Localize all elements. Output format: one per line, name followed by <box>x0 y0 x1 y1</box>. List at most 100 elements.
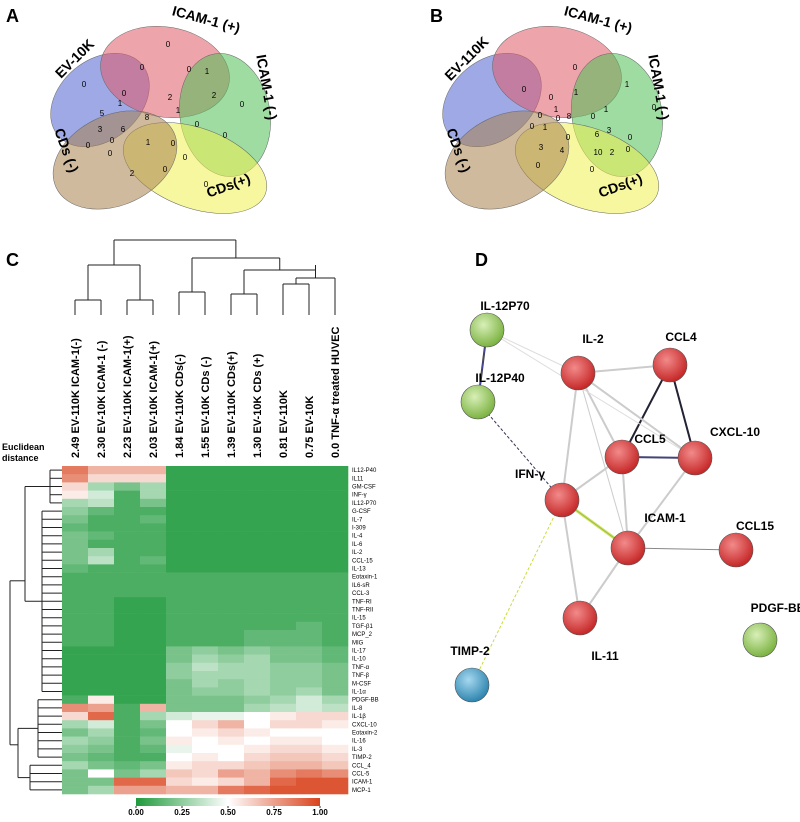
network-edge <box>477 401 563 501</box>
heatmap-cell <box>322 720 349 729</box>
heatmap-cell <box>166 548 193 557</box>
heatmap-cell <box>296 548 323 557</box>
row-label: IL-6 <box>352 542 363 548</box>
row-label: INF-γ <box>352 493 367 499</box>
heatmap-cell <box>244 736 271 746</box>
heatmap-cell <box>140 753 167 762</box>
heatmap-cell <box>296 646 323 655</box>
heatmap-cell <box>322 638 349 647</box>
heatmap-cell <box>88 630 115 639</box>
venn-count: 0 <box>82 80 87 89</box>
row-label: TNF-RI <box>352 599 372 605</box>
heatmap-cell <box>114 605 141 614</box>
network-edge <box>627 457 696 549</box>
network-node <box>560 355 596 391</box>
heatmap-cell <box>114 556 141 565</box>
heatmap-cell <box>296 654 323 664</box>
row-label: IL-7 <box>352 517 363 523</box>
venn-count: 0 <box>573 63 578 72</box>
heatmap-cell <box>218 548 245 557</box>
heatmap-cell <box>166 728 193 737</box>
heatmap-cell <box>270 720 297 729</box>
heatmap-cell <box>218 761 245 770</box>
heatmap-cell <box>218 482 245 491</box>
heatmap-cell <box>296 482 323 491</box>
node-label: IL-11 <box>591 649 619 663</box>
heatmap-cell <box>322 613 349 623</box>
heatmap-cell <box>62 679 89 688</box>
heatmap-cell <box>192 744 219 754</box>
row-label: TIMP-2 <box>352 755 372 761</box>
heatmap-cell <box>192 712 219 721</box>
heatmap-cell <box>192 785 219 795</box>
heatmap-cell <box>296 621 323 631</box>
heatmap-cell <box>140 777 167 787</box>
row-label: IL12-P40 <box>352 468 377 474</box>
column-label: 0.75 EV-10K <box>304 396 316 458</box>
heatmap-cell <box>244 613 271 623</box>
heatmap-cell <box>166 539 193 549</box>
heatmap-cell <box>322 662 349 672</box>
heatmap-cell <box>296 671 323 680</box>
heatmap-cell <box>218 564 245 573</box>
heatmap-cell <box>218 654 245 664</box>
heatmap-cell <box>192 753 219 762</box>
heatmap-cell <box>140 720 167 729</box>
heatmap-cell <box>62 785 89 795</box>
heatmap-cell <box>140 679 167 688</box>
heatmap-cell <box>244 490 271 500</box>
heatmap-cell <box>166 769 193 778</box>
heatmap-cell <box>244 466 271 475</box>
heatmap-cell <box>244 761 271 770</box>
heatmap-cell <box>322 630 349 639</box>
heatmap-cell <box>296 769 323 778</box>
heatmap-cell <box>322 515 349 524</box>
heatmap-cell <box>296 572 323 582</box>
panel-letter: B <box>430 6 443 26</box>
heatmap-cell <box>114 482 141 491</box>
heatmap-cell <box>244 556 271 565</box>
heatmap-cell <box>140 695 167 705</box>
heatmap-cell <box>218 777 245 787</box>
network-edge <box>627 547 737 551</box>
heatmap-cell <box>166 466 193 475</box>
venn-set <box>52 110 178 210</box>
heatmap-cell <box>192 539 219 549</box>
row-label: I-309 <box>352 526 366 532</box>
heatmap-cell <box>296 564 323 573</box>
heatmap-cell <box>192 482 219 491</box>
node-label: IL-2 <box>582 332 604 346</box>
heatmap-cell <box>296 490 323 500</box>
row-label: TGF-β1 <box>352 624 373 630</box>
heatmap-cell <box>62 728 89 737</box>
heatmap-cell <box>88 769 115 778</box>
heatmap-cell <box>166 703 193 713</box>
heatmap-cell <box>114 597 141 606</box>
venn-count: 1 <box>543 123 548 132</box>
heatmap-cell <box>62 556 89 565</box>
colorbar-tick-label: 1.00 <box>312 808 328 817</box>
venn-count: 0 <box>566 133 571 142</box>
heatmap-cell <box>140 466 167 475</box>
node-label: IL-12P70 <box>480 299 530 313</box>
heatmap-cell <box>322 687 349 696</box>
heatmap-cell <box>296 605 323 614</box>
heatmap-cell <box>218 613 245 623</box>
heatmap-cell <box>114 728 141 737</box>
column-label: 1.55 EV-10K CDs (-) <box>200 356 212 458</box>
heatmap-cell <box>270 679 297 688</box>
venn-count: 0 <box>223 131 228 140</box>
heatmap-cell <box>244 720 271 729</box>
heatmap-cell <box>270 507 297 516</box>
venn-count: 0 <box>183 153 188 162</box>
heatmap-cell <box>296 515 323 524</box>
row-label: CXCL-10 <box>352 722 377 728</box>
heatmap-cell <box>244 769 271 778</box>
heatmap-cell <box>88 785 115 795</box>
heatmap-cell <box>88 556 115 565</box>
heatmap-cell <box>88 605 115 614</box>
heatmap-cell <box>244 548 271 557</box>
heatmap-cell <box>322 498 349 508</box>
heatmap-cell <box>88 662 115 672</box>
heatmap-cell <box>322 712 349 721</box>
